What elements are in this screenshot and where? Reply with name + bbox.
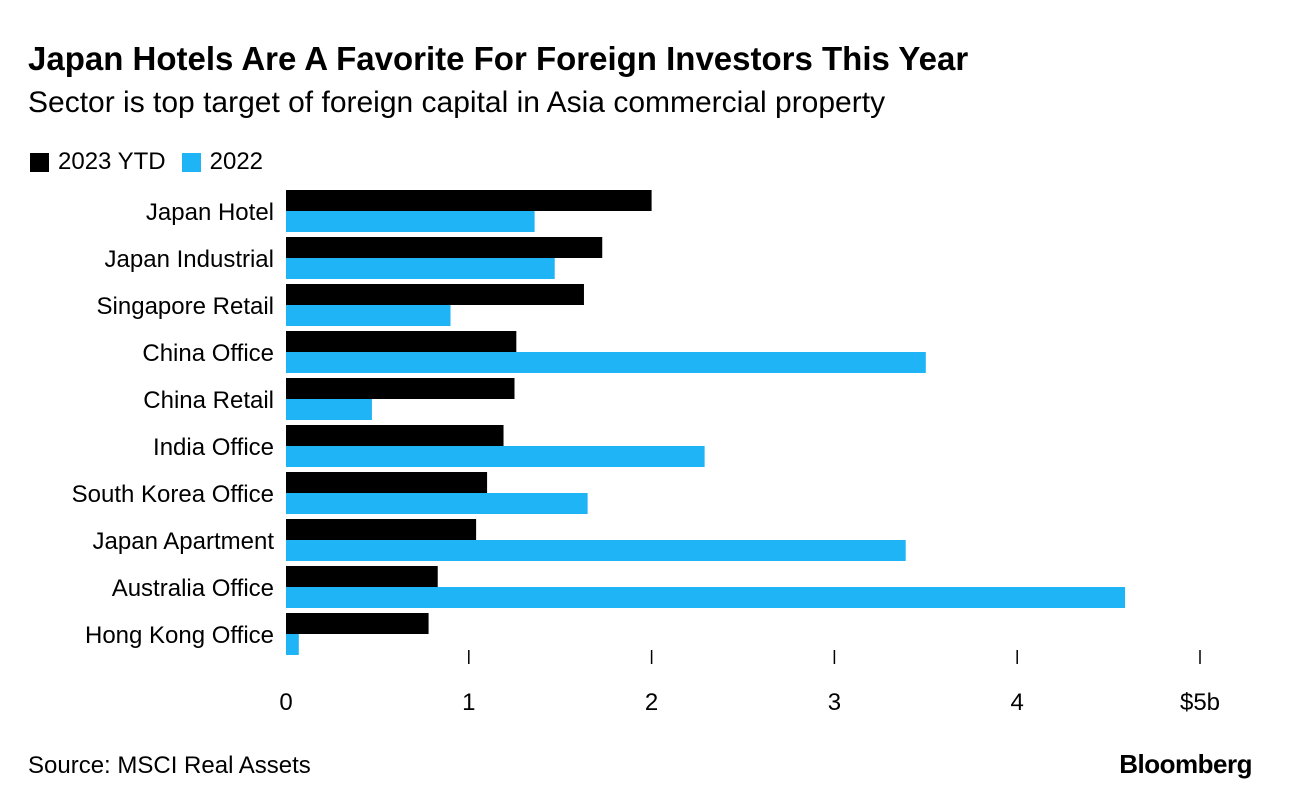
bar-2023-ytd-china-office: [286, 331, 517, 352]
legend-label-2023-ytd: 2023 YTD: [58, 148, 166, 175]
bar-2022-australia-office: [286, 587, 1126, 608]
category-label-japan-industrial: Japan Industrial: [105, 246, 274, 273]
x-tick-label-5: $5b: [1180, 689, 1220, 716]
bar-2023-ytd-australia-office: [286, 566, 438, 587]
bar-2023-ytd-japan-apartment: [286, 519, 477, 540]
bar-2023-ytd-singapore-retail: [286, 284, 584, 305]
bar-2022-india-office: [286, 446, 705, 467]
category-label-japan-apartment: Japan Apartment: [93, 528, 275, 555]
bar-2022-south-korea-office: [286, 493, 588, 514]
bar-2023-ytd-hong-kong-office: [286, 613, 429, 634]
legend-label-2022: 2022: [209, 148, 264, 175]
bar-2022-hong-kong-office: [286, 634, 299, 655]
category-label-australia-office: Australia Office: [112, 575, 274, 602]
bar-2023-ytd-india-office: [286, 425, 504, 446]
source-note: Source: MSCI Real Assets: [28, 752, 311, 779]
category-label-japan-hotel: Japan Hotel: [146, 199, 274, 226]
legend: 2023 YTD 2022: [30, 148, 279, 176]
bloomberg-logo: Bloomberg: [1119, 749, 1252, 779]
category-label-south-korea-office: South Korea Office: [72, 481, 274, 508]
x-tick-label-2: 2: [645, 689, 658, 716]
bar-2023-ytd-japan-hotel: [286, 190, 652, 211]
bar-2022-china-retail: [286, 399, 372, 420]
bar-2023-ytd-south-korea-office: [286, 472, 488, 493]
bar-2022-japan-hotel: [286, 211, 535, 232]
bar-2022-china-office: [286, 352, 926, 373]
legend-item-2023-ytd: 2023 YTD: [30, 148, 166, 176]
x-tick-label-1: 1: [462, 689, 475, 716]
bar-2023-ytd-japan-industrial: [286, 237, 603, 258]
bar-2022-singapore-retail: [286, 305, 451, 326]
category-label-hong-kong-office: Hong Kong Office: [85, 622, 274, 649]
x-tick-label-0: 0: [279, 689, 292, 716]
legend-swatch-2023-ytd: [30, 152, 49, 172]
bar-2023-ytd-china-retail: [286, 378, 515, 399]
category-label-china-office: China Office: [142, 340, 274, 367]
bar-2022-japan-apartment: [286, 540, 906, 561]
chart-subtitle: Sector is top target of foreign capital …: [28, 86, 886, 119]
bar-2022-japan-industrial: [286, 258, 555, 279]
category-label-singapore-retail: Singapore Retail: [97, 293, 274, 320]
x-tick-label-3: 3: [828, 689, 841, 716]
legend-item-2022: 2022: [181, 148, 264, 176]
chart-title: Japan Hotels Are A Favorite For Foreign …: [28, 40, 969, 77]
legend-swatch-2022: [181, 152, 201, 172]
category-label-india-office: India Office: [153, 434, 274, 461]
category-label-china-retail: China Retail: [143, 387, 274, 414]
x-tick-label-4: 4: [1011, 689, 1024, 716]
